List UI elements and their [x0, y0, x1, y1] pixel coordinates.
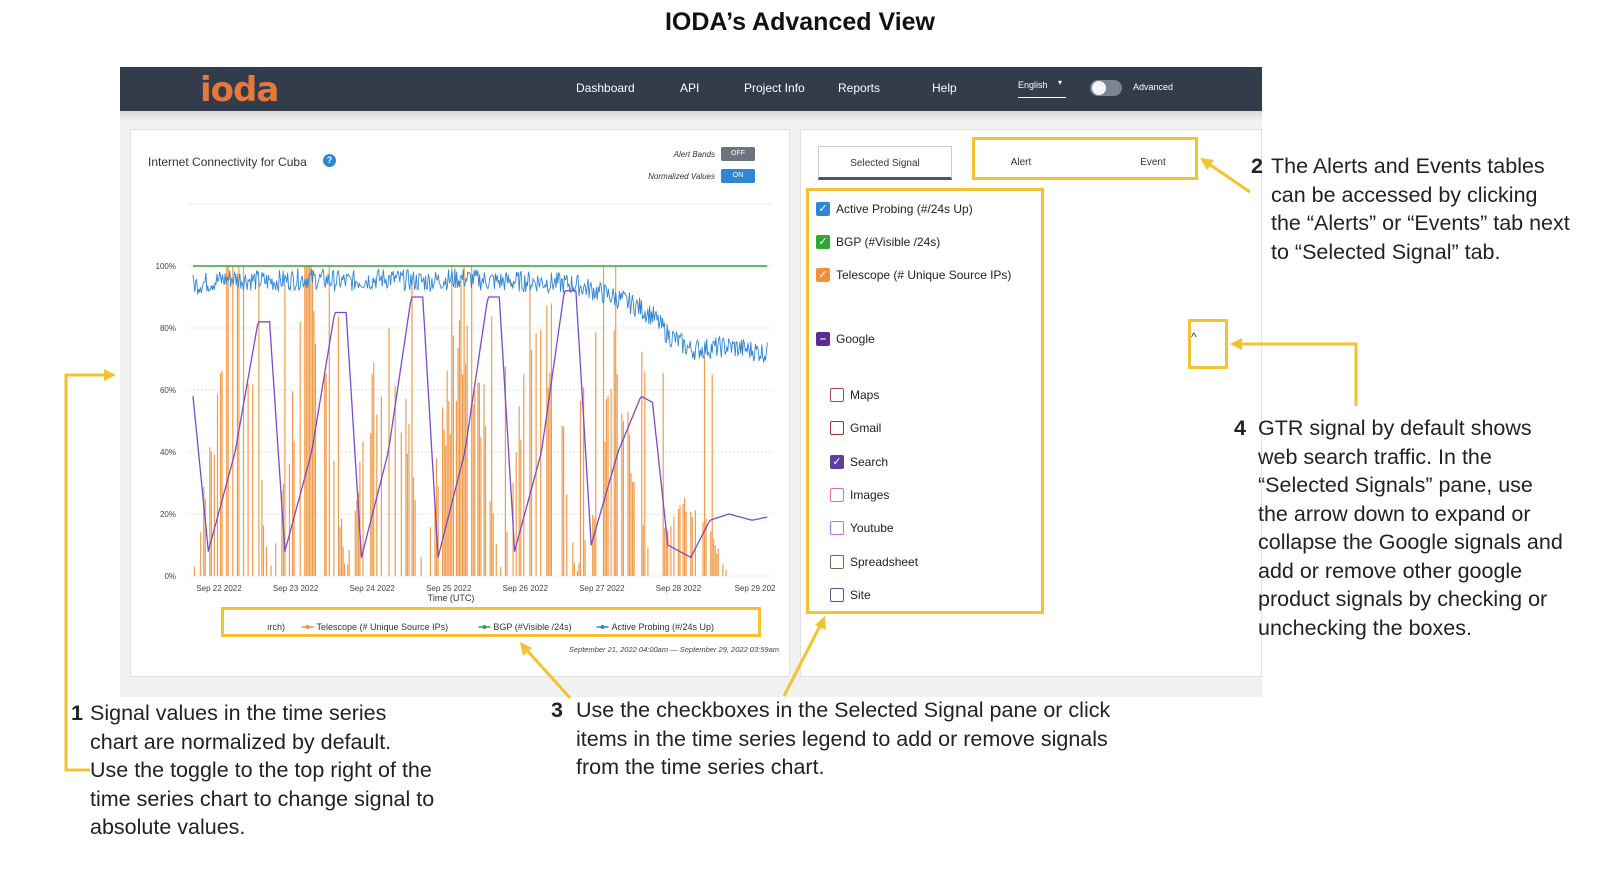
alert-bands-label: Alert Bands	[673, 150, 715, 159]
legend-item[interactable]: Active Probing (#/24s Up)	[612, 622, 715, 632]
advanced-toggle[interactable]	[1090, 80, 1122, 96]
highlight-alert-event-tabs	[972, 137, 1198, 180]
callout-2-text: The Alerts and Events tables can be acce…	[1271, 154, 1570, 264]
callout-3: 3 Use the checkboxes in the Selected Sig…	[551, 696, 1136, 782]
checkbox[interactable]: ✓	[816, 268, 830, 282]
x-tick-label: Sep 24 2022	[349, 584, 395, 593]
signal-label: Google	[836, 332, 875, 346]
checkbox[interactable]	[830, 587, 844, 602]
y-tick-label: 60%	[160, 386, 176, 395]
normalized-values-label: Normalized Values	[648, 172, 715, 181]
series-telescope	[193, 266, 727, 576]
signal-label: Spreadsheet	[850, 554, 919, 569]
advanced-label: Advanced	[1133, 82, 1174, 92]
chart-title: Internet Connectivity for Cuba	[148, 155, 307, 169]
checkbox[interactable]: –	[816, 332, 830, 346]
y-tick-label: 40%	[160, 448, 176, 457]
chart-series	[192, 265, 768, 576]
highlight-signal-checkboxes	[806, 188, 1044, 614]
callout-4: 4 GTR signal by default shows web search…	[1234, 414, 1568, 642]
y-tick-label: 80%	[160, 324, 176, 333]
y-axis: 0% 20% 40% 60% 80% 100%	[156, 262, 176, 581]
x-tick-label: Sep 22 2022	[196, 584, 242, 593]
language-select[interactable]: English	[1018, 80, 1066, 98]
alert-bands-toggle[interactable]: OFF	[721, 147, 755, 161]
toggle-knob	[1092, 81, 1106, 95]
tab-event[interactable]: Event	[1140, 157, 1166, 168]
highlight-chart-legend	[221, 607, 761, 637]
x-axis: Sep 22 2022 Sep 23 2022 Sep 24 2022 Sep 25 …	[196, 584, 776, 593]
checkbox[interactable]: ✓	[816, 202, 830, 216]
nav-api[interactable]: API	[680, 81, 700, 95]
y-tick-label: 100%	[156, 262, 176, 271]
checkbox[interactable]: ✓	[816, 235, 830, 249]
legend-item[interactable]: Telescope (# Unique Source IPs)	[317, 622, 449, 632]
chart-legend: ırch) Telescope (# Unique Source IPs) BGP …	[267, 622, 714, 632]
callout-4-text: GTR signal by default shows web search t…	[1258, 416, 1563, 640]
subnav-shadow	[120, 111, 1262, 121]
tab-alert[interactable]: Alert	[1010, 157, 1032, 168]
nav-dashboard[interactable]: Dashboard	[576, 81, 635, 95]
chart-card: Internet Connectivity for Cuba ? Alert B…	[130, 129, 790, 677]
arrow-1-head	[104, 369, 116, 381]
signal-label: Site	[850, 587, 871, 602]
normalized-values-toggle[interactable]: ON	[721, 169, 755, 183]
app-screenshot: ioda Dashboard API Project Info Reports …	[120, 67, 1262, 697]
page-title: IODA’s Advanced View	[664, 8, 935, 36]
callout-3-number: 3	[551, 698, 563, 722]
callout-4-number: 4	[1234, 416, 1246, 440]
time-series-chart: 0% 20% 40% 60% 80% 100% Sep 22 2022 Sep 23 202…	[156, 203, 779, 654]
time-range-label: September 21, 2022 04:00am — September 2…	[569, 645, 779, 654]
selected-signal-card: Selected Signal Alert Event ✓ Active Prob…	[800, 129, 1262, 677]
checkbox[interactable]	[830, 421, 844, 436]
x-tick-label: Sep 25 2022	[426, 584, 472, 593]
x-axis-title: Time (UTC)	[428, 593, 475, 603]
x-tick-label: Sep 23 2022	[273, 584, 319, 593]
signal-label: Search	[850, 454, 889, 469]
legend-marker	[305, 625, 310, 629]
nav-reports[interactable]: Reports	[838, 81, 881, 95]
callout-2-number: 2	[1251, 154, 1263, 178]
signal-label: BGP (#Visible /24s)	[836, 235, 941, 249]
series-google-search	[192, 290, 768, 559]
signal-label: Telescope (# Unique Source IPs)	[836, 268, 1012, 282]
checkbox[interactable]	[830, 554, 844, 569]
x-tick-label: Sep 27 2022	[579, 584, 625, 593]
callout-3-text: Use the checkboxes in the Selected Signa…	[576, 698, 1111, 779]
highlight-collapse-arrow	[1188, 319, 1228, 369]
signal-label: Youtube	[850, 521, 894, 536]
x-tick-label: Sep 29 202	[735, 584, 776, 593]
y-tick-label: 0%	[164, 572, 176, 581]
checkbox[interactable]	[830, 388, 844, 402]
callout-2: 2 The Alerts and Events tables can be ac…	[1251, 152, 1571, 266]
signal-label: Maps	[850, 388, 880, 402]
signal-label: Gmail	[850, 421, 882, 436]
nav-help[interactable]: Help	[932, 81, 957, 95]
navbar: ioda Dashboard API Project Info Reports …	[120, 67, 1262, 111]
ioda-logo[interactable]: ioda	[200, 70, 279, 110]
legend-marker	[600, 625, 605, 629]
y-tick-label: 20%	[160, 510, 176, 519]
checkbox[interactable]	[830, 487, 844, 502]
signal-label: Images	[850, 487, 890, 502]
chevron-down-icon: ▾	[1058, 78, 1063, 87]
callout-1-text: Signal values in the time series chart a…	[90, 701, 435, 839]
legend-item[interactable]: ırch)	[267, 622, 285, 632]
signal-label: Active Probing (#/24s Up)	[836, 202, 973, 216]
x-tick-label: Sep 26 2022	[503, 584, 549, 593]
x-tick-label: Sep 28 2022	[656, 584, 702, 593]
series-active-probing	[192, 268, 768, 363]
legend-marker	[482, 625, 487, 629]
checkbox[interactable]: ✓	[830, 454, 844, 469]
help-icon[interactable]: ?	[323, 154, 336, 167]
legend-item[interactable]: BGP (#Visible /24s)	[493, 622, 571, 632]
nav-project-info[interactable]: Project Info	[744, 81, 805, 95]
tab-selected-signal[interactable]: Selected Signal	[818, 146, 952, 180]
callout-1-number: 1	[71, 701, 83, 725]
checkbox[interactable]	[830, 521, 844, 536]
callout-1: 1 Signal values in the time series chart…	[71, 699, 435, 842]
collapse-google-icon[interactable]: ^	[1191, 330, 1197, 344]
